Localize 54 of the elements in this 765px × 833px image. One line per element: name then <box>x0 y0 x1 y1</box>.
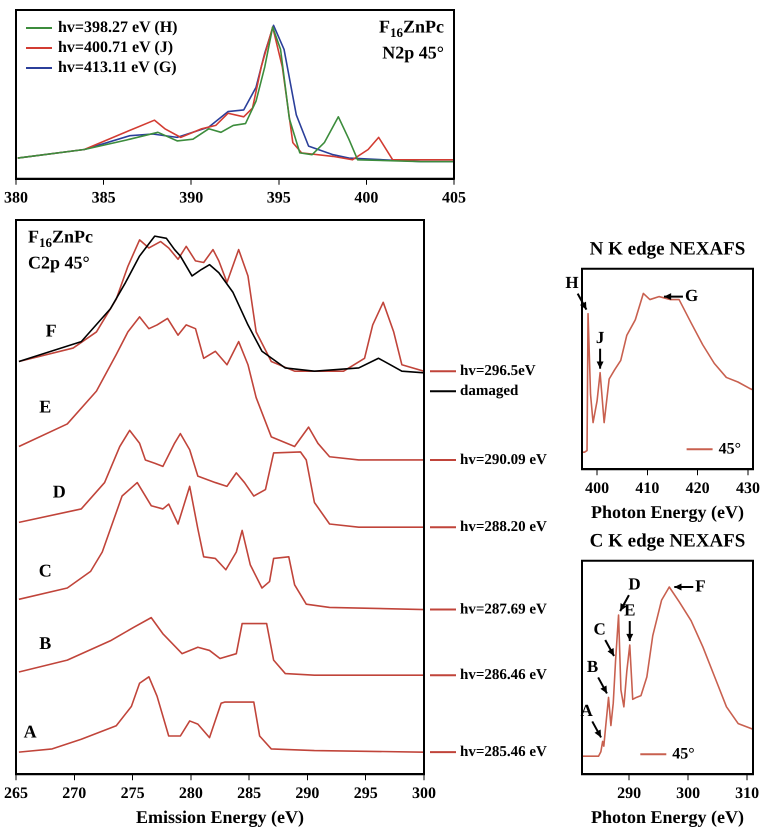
annotation: D <box>628 574 641 594</box>
annotation: B <box>586 656 598 676</box>
annotation: B <box>39 632 52 653</box>
x-tick-label: 390 <box>179 190 204 207</box>
annotation: D <box>52 482 66 502</box>
legend-label: hv=285.46 eV <box>460 744 548 760</box>
annotation: G <box>684 286 698 305</box>
x-tick-label: 265 <box>4 784 28 802</box>
annotation: H <box>565 273 579 292</box>
x-tick-label: 290 <box>295 784 320 802</box>
legend-label: hv=413.11 eV (G) <box>58 59 177 76</box>
legend-label: 45° <box>672 745 695 762</box>
x-axis-title: Photon Energy (eV) <box>591 502 744 522</box>
legend-label: hv=286.46 eV <box>460 667 548 684</box>
x-tick-label: 285 <box>237 784 262 802</box>
x-tick-label: 310 <box>735 784 760 802</box>
x-tick-label: 410 <box>635 480 660 497</box>
legend-label: damaged <box>460 383 519 400</box>
x-tick-label: 380 <box>4 190 28 207</box>
x-tick-label: 300 <box>676 784 700 802</box>
legend-label: hv=287.69 eV <box>460 601 548 618</box>
annotation: F <box>695 576 706 596</box>
legend-label: hv=290.09 eV <box>460 452 548 468</box>
x-tick-label: 385 <box>92 190 116 207</box>
x-axis-title: Photon Energy (eV) <box>591 806 744 827</box>
annotation: C <box>593 619 606 638</box>
annotation: F <box>46 320 57 341</box>
x-tick-label: 400 <box>585 480 610 497</box>
legend-label: 45° <box>718 440 742 458</box>
chart-title: C K edge NEXAFS <box>590 530 746 552</box>
x-tick-label: 295 <box>354 784 378 802</box>
annotation: E <box>39 396 52 417</box>
legend-label: hv=398.27 eV (H) <box>58 19 178 36</box>
x-tick-label: 270 <box>62 784 86 802</box>
x-tick-label: 280 <box>178 784 203 802</box>
x-tick-label: 420 <box>686 480 710 497</box>
x-tick-label: 430 <box>736 480 760 497</box>
x-tick-label: 290 <box>617 784 642 802</box>
x-tick-label: 400 <box>354 190 378 207</box>
x-tick-label: 300 <box>412 784 436 802</box>
legend-label: hv=288.20 eV <box>460 519 548 536</box>
legend-label: hv=400.71 eV (J) <box>58 39 174 56</box>
x-tick-label: 275 <box>120 784 145 802</box>
x-tick-label: 395 <box>266 190 291 207</box>
annotation: C <box>38 560 52 581</box>
annotation: N2p 45° <box>382 42 444 63</box>
legend-label: hv=296.5eV <box>460 363 536 380</box>
annotation: C2p 45° <box>28 252 90 273</box>
x-axis-title: Emission Energy (eV) <box>136 806 304 827</box>
annotation: E <box>624 600 636 620</box>
annotation: J <box>596 328 605 348</box>
x-tick-label: 405 <box>442 190 466 207</box>
chart-title: N K edge NEXAFS <box>590 238 746 260</box>
annotation: A <box>24 722 37 742</box>
